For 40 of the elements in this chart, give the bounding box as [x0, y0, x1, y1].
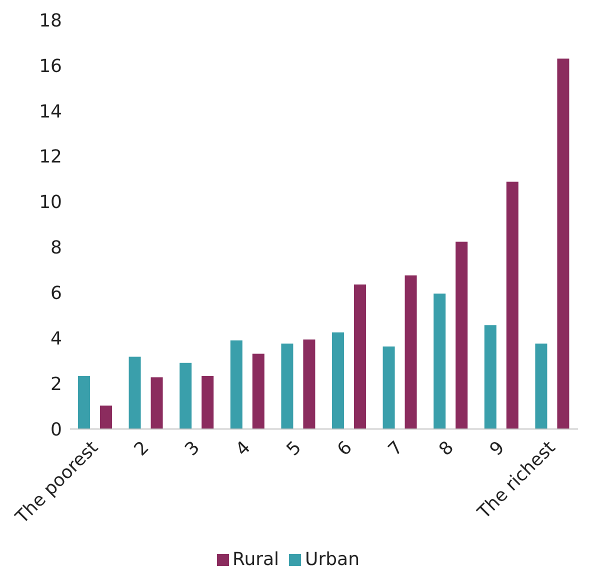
- bar: [180, 362, 192, 429]
- bar: [281, 344, 294, 429]
- x-tick-label: 8: [435, 437, 458, 460]
- y-tick-label: 4: [50, 328, 62, 350]
- bar: [434, 294, 446, 429]
- bar: [100, 406, 112, 429]
- legend-label: Rural: [232, 549, 280, 570]
- y-tick-label: 16: [39, 56, 62, 77]
- y-tick-label: 18: [39, 10, 62, 32]
- bar: [252, 354, 264, 429]
- x-tick-label: 6: [333, 437, 356, 460]
- bar: [404, 275, 417, 429]
- bar: [354, 284, 366, 429]
- x-tick-label: 4: [232, 437, 255, 460]
- x-tick-label: 5: [282, 437, 306, 460]
- y-tick-label: 8: [50, 238, 62, 259]
- x-tick-label: 3: [181, 437, 204, 460]
- bar: [202, 376, 214, 429]
- x-tick-label: 9: [486, 437, 509, 460]
- bar: [535, 344, 548, 429]
- x-tick-label: 7: [384, 437, 408, 460]
- y-tick-label: 6: [50, 283, 62, 304]
- y-tick-label: 10: [39, 192, 62, 214]
- bar: [382, 346, 395, 429]
- y-tick-label: 12: [39, 146, 62, 168]
- y-tick-label: 0: [50, 419, 62, 440]
- y-tick-label: 14: [39, 101, 62, 122]
- legend-label: Urban: [305, 549, 360, 570]
- bar: [557, 58, 570, 429]
- y-tick-label: 2: [50, 374, 62, 395]
- bar: [456, 242, 468, 429]
- bar: [128, 356, 141, 429]
- bar: [303, 339, 316, 429]
- bar: [506, 182, 518, 429]
- bar: [332, 332, 344, 429]
- bar: [230, 340, 242, 429]
- bar: [484, 325, 496, 429]
- bar: [150, 377, 163, 429]
- x-tick-label: 2: [130, 437, 154, 460]
- bar: [78, 376, 90, 429]
